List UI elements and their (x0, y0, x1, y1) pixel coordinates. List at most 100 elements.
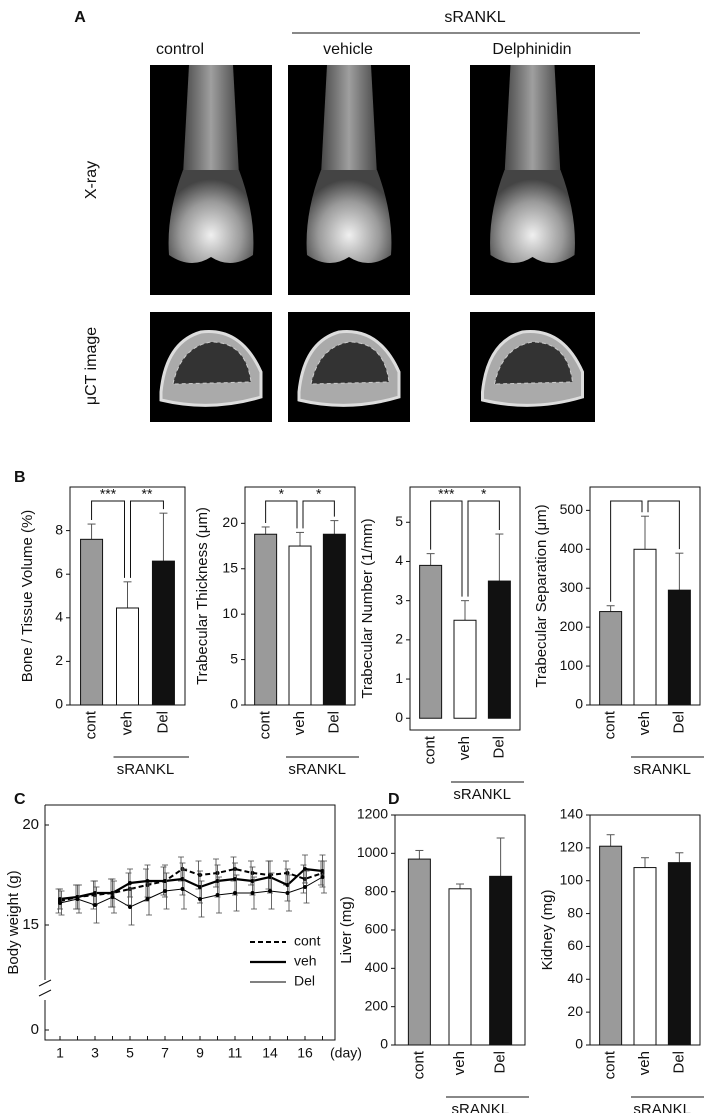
x-tick-label: Del (670, 711, 687, 734)
y-tick-label: 600 (365, 921, 389, 937)
x-tick-label: cont (422, 735, 439, 764)
y-tick-label: 80 (567, 904, 583, 920)
marker (268, 889, 272, 893)
x-tick-label: 16 (297, 1045, 313, 1061)
significance-label: * (481, 486, 487, 502)
marker (128, 905, 132, 909)
group-label: sRANKL (452, 1101, 510, 1113)
bar (407, 858, 431, 1046)
uct-pores (310, 341, 390, 385)
y-tick-label: 200 (365, 997, 389, 1013)
marker (233, 891, 237, 895)
y-tick-label: 20 (22, 816, 39, 833)
x-tick-label: Del (492, 1051, 509, 1074)
y-axis-label: Bone / Tissue Volume (%) (19, 510, 36, 683)
y-tick-label: 4 (55, 609, 63, 625)
significance-label: *** (438, 486, 455, 502)
bone-shaft (504, 65, 561, 175)
bar (453, 619, 477, 719)
series-line (59, 876, 323, 908)
bar (254, 533, 278, 706)
legend-label: Del (294, 973, 315, 989)
marker (320, 875, 325, 879)
y-tick-label: 120 (560, 839, 584, 855)
x-tick-label: veh (451, 1051, 468, 1075)
y-tick-label: 10 (222, 605, 238, 621)
y-tick-label: 0 (575, 1036, 583, 1052)
panel-letter: A (74, 9, 86, 26)
y-tick-label: 300 (560, 579, 584, 595)
column-label: Delphinidin (492, 41, 571, 58)
marker (163, 889, 167, 893)
bar (489, 875, 513, 1046)
marker (215, 893, 220, 897)
x-tick-label: Del (154, 711, 171, 734)
y-tick-label: 1 (395, 670, 403, 686)
y-tick-label: 15 (22, 916, 39, 933)
marker (75, 897, 80, 901)
marker (198, 897, 202, 901)
significance-bracket (647, 500, 680, 550)
plot-frame (409, 486, 521, 731)
significance-bracket (91, 500, 125, 578)
y-tick-label: 8 (55, 521, 63, 537)
bone-head (306, 170, 392, 264)
y-tick-label: 40 (567, 970, 583, 986)
bar (80, 538, 104, 706)
x-tick-label: 5 (126, 1045, 134, 1061)
marker (110, 895, 115, 899)
y-tick-label: 6 (55, 565, 63, 581)
bar (599, 611, 623, 706)
bar (288, 545, 312, 706)
bone-head (490, 170, 575, 264)
marker (128, 881, 132, 885)
significance-bracket (610, 500, 643, 602)
y-tick-label: 0 (230, 696, 238, 712)
y-tick-label: 500 (560, 501, 584, 517)
marker (303, 867, 307, 871)
column-label: control (156, 41, 204, 58)
y-tick-label: 100 (560, 871, 584, 887)
group-label: sRANKL (453, 786, 511, 803)
bar (151, 560, 175, 706)
panel-letter: D (388, 791, 400, 808)
x-tick-label: veh (636, 711, 653, 735)
marker (250, 879, 255, 883)
y-tick-label: 400 (560, 540, 584, 556)
x-tick-label: cont (83, 710, 100, 739)
y-tick-label: 60 (567, 937, 583, 953)
y-tick-label: 0 (380, 1036, 388, 1052)
plot-frame (44, 804, 336, 1041)
marker (145, 897, 150, 901)
y-tick-label: 0 (395, 709, 403, 725)
y-tick-label: 140 (560, 806, 584, 822)
marker (303, 885, 307, 889)
x-tick-label: veh (118, 711, 135, 735)
y-tick-label: 1000 (357, 844, 388, 860)
y-axis-label: Trabecular Thickness (μm) (194, 507, 211, 685)
legend-label: veh (294, 953, 317, 969)
marker (180, 877, 185, 881)
panel-letter: B (14, 469, 26, 486)
marker (250, 891, 255, 895)
bar (322, 533, 346, 706)
series-line (59, 867, 323, 901)
bar (667, 589, 691, 706)
significance-label: * (316, 486, 322, 502)
bone-head (168, 170, 254, 264)
significance-bracket (130, 500, 164, 578)
bar (599, 845, 623, 1046)
bar (487, 580, 511, 719)
y-tick-label: 15 (222, 559, 238, 575)
bar (633, 867, 657, 1046)
x-tick-label: Del (490, 736, 507, 759)
group-label: sRANKL (444, 9, 505, 26)
significance-label: * (279, 486, 285, 502)
marker (163, 879, 167, 883)
x-tick-label: 9 (196, 1045, 204, 1061)
x-tick-label: 11 (228, 1045, 243, 1061)
y-axis-label: Liver (mg) (338, 896, 355, 964)
x-tick-label: Del (325, 711, 342, 734)
bone-shaft (183, 65, 239, 175)
